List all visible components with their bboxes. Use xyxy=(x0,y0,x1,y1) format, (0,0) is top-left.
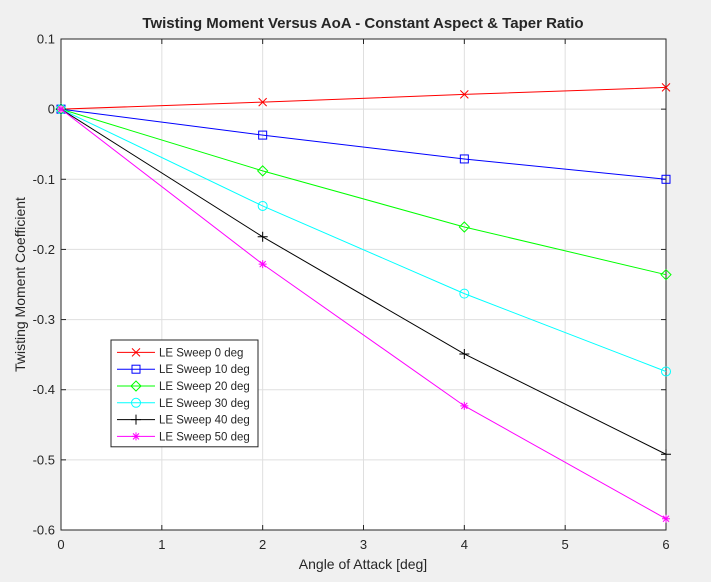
data-point xyxy=(132,432,140,441)
x-axis-label: Angle of Attack [deg] xyxy=(299,556,427,572)
data-point xyxy=(661,174,671,184)
legend-entry: LE Sweep 50 deg xyxy=(117,431,250,443)
data-point xyxy=(662,514,670,523)
series-line xyxy=(60,86,667,110)
legend-label: LE Sweep 30 deg xyxy=(159,398,250,410)
legend-label: LE Sweep 40 deg xyxy=(159,415,250,427)
legend-label: LE Sweep 20 deg xyxy=(159,381,250,393)
legend-entry: LE Sweep 30 deg xyxy=(117,397,250,410)
x-tick-label: 4 xyxy=(461,537,468,552)
data-point xyxy=(458,221,471,233)
x-tick-label: 2 xyxy=(259,537,266,552)
data-point xyxy=(460,401,469,410)
legend-label: LE Sweep 50 deg xyxy=(159,431,250,443)
data-point xyxy=(661,449,671,460)
chart-title: Twisting Moment Versus AoA - Constant As… xyxy=(142,15,583,32)
y-axis-label: Twisting Moment Coefficient xyxy=(12,197,28,372)
y-tick-label: -0.3 xyxy=(33,312,55,327)
data-point xyxy=(459,288,470,299)
x-tick-label: 0 xyxy=(57,537,64,552)
series-line xyxy=(60,108,667,276)
ticks: 0 1 2 3 4 5 6 0.1 0 -0.1 -0.2 -0.3 -0.4 -0.5 -0.6 xyxy=(33,32,670,553)
series-2 xyxy=(55,103,672,281)
series-line xyxy=(60,108,667,372)
legend: LE Sweep 0 deg LE Sweep 10 deg LE Sweep 20… xyxy=(110,339,259,448)
data-point xyxy=(258,97,268,107)
y-tick-label: -0.2 xyxy=(33,242,55,257)
data-point xyxy=(459,348,470,359)
data-point xyxy=(257,231,268,242)
data-point xyxy=(459,154,469,164)
data-point xyxy=(661,83,671,92)
data-point xyxy=(256,165,269,177)
y-tick-label: -0.5 xyxy=(33,452,55,467)
data-point xyxy=(459,90,469,99)
data-point xyxy=(55,103,67,115)
data-point xyxy=(660,268,672,281)
x-tick-label: 1 xyxy=(158,537,165,552)
series-group xyxy=(55,83,672,523)
legend-entry: LE Sweep 10 deg xyxy=(117,364,250,376)
x-tick-label: 6 xyxy=(662,537,669,552)
y-tick-label: 0 xyxy=(48,102,55,117)
grid xyxy=(61,39,666,530)
series-5 xyxy=(57,105,670,523)
x-tick-label: 3 xyxy=(360,537,367,552)
legend-entry: LE Sweep 0 deg xyxy=(117,347,243,359)
data-point xyxy=(130,380,142,392)
x-tick-label: 5 xyxy=(562,537,569,552)
series-line xyxy=(60,108,667,455)
y-tick-label: 0.1 xyxy=(37,32,55,47)
legend-label: LE Sweep 0 deg xyxy=(159,347,243,359)
y-tick-label: -0.6 xyxy=(33,523,55,538)
data-point xyxy=(661,366,671,377)
legend-entry: LE Sweep 20 deg xyxy=(117,380,250,393)
data-point xyxy=(57,105,65,114)
data-point xyxy=(258,130,268,140)
data-point xyxy=(257,200,268,211)
data-point xyxy=(131,364,141,374)
series-line xyxy=(60,108,667,180)
data-point xyxy=(131,397,141,408)
y-tick-label: -0.1 xyxy=(33,172,55,187)
legend-entry: LE Sweep 40 deg xyxy=(117,414,250,427)
legend-box xyxy=(110,339,259,448)
data-point xyxy=(131,348,141,357)
y-tick-label: -0.4 xyxy=(33,382,55,397)
data-point xyxy=(131,414,141,425)
series-line xyxy=(60,108,667,520)
legend-label: LE Sweep 10 deg xyxy=(159,364,250,376)
data-point xyxy=(258,260,267,269)
